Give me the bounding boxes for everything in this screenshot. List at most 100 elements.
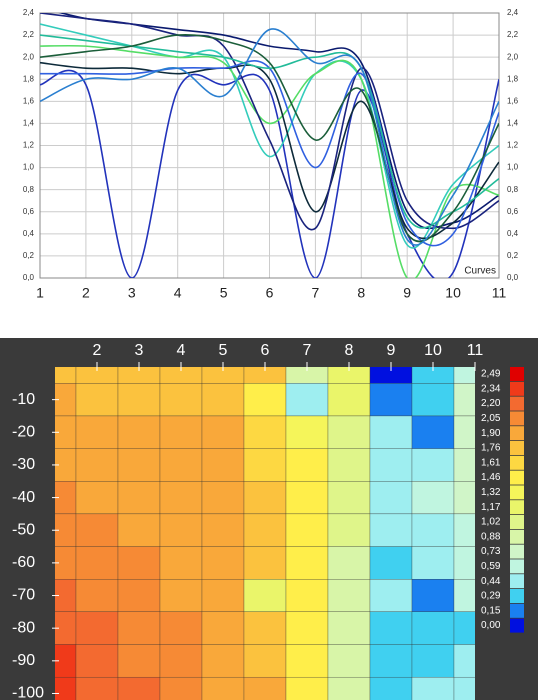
cell: [243, 676, 287, 700]
legend-label: 2,49: [481, 369, 501, 380]
x-tick-label: 3: [135, 342, 144, 359]
legend-swatch: [510, 618, 524, 633]
cell: [285, 415, 329, 449]
cell: [117, 644, 161, 678]
legend-swatch: [510, 426, 524, 441]
cell: [327, 644, 371, 678]
y2-tick-label: 0,2: [507, 251, 519, 260]
x-tick-label: 11: [492, 285, 507, 301]
y2-tick-label: 0,6: [507, 207, 519, 216]
x-tick-label: 6: [261, 342, 270, 359]
legend-label: 1,90: [481, 428, 501, 439]
series-line: [40, 60, 499, 247]
cell: [453, 367, 475, 384]
legend-swatch: [510, 603, 524, 618]
y-tick-label: 1,2: [23, 141, 35, 150]
cell: [75, 448, 119, 482]
x-tick-label: 7: [312, 285, 320, 301]
legend-swatch: [510, 441, 524, 455]
y-tick-label: 1,6: [23, 96, 35, 105]
y2-tick-label: 1,8: [507, 74, 519, 83]
y-tick-label: -20: [12, 424, 35, 441]
cell: [411, 579, 455, 613]
y-tick-label: -10: [12, 391, 35, 408]
cell: [453, 611, 475, 645]
legend-swatch: [510, 381, 524, 396]
cell: [201, 383, 245, 417]
legend-swatch: [510, 529, 524, 544]
cell: [327, 481, 371, 515]
y-tick-label: 2,4: [23, 8, 35, 17]
cell: [201, 415, 245, 449]
cell: [369, 676, 413, 700]
series-line: [40, 69, 499, 278]
cell: [75, 481, 119, 515]
cell: [201, 513, 245, 547]
cell: [411, 415, 455, 449]
x-tick-label: 8: [357, 285, 365, 301]
cell: [453, 383, 475, 417]
y2-tick-label: 2,2: [507, 30, 519, 39]
y2-tick-label: 2,0: [507, 52, 519, 61]
cell: [243, 513, 287, 547]
cell: [327, 415, 371, 449]
legend-swatch: [510, 396, 524, 411]
y2-tick-label: 1,2: [507, 141, 519, 150]
x-tick-label: 4: [177, 342, 186, 359]
y-tick-label: 0,8: [23, 185, 35, 194]
y-tick-label: -80: [12, 619, 35, 636]
legend-label: 1,02: [481, 517, 501, 528]
cell: [369, 383, 413, 417]
series-group: [40, 13, 499, 278]
cell: [243, 383, 287, 417]
cell: [117, 676, 161, 700]
cell: [369, 644, 413, 678]
y-tick-label: -40: [12, 489, 35, 506]
x-tick-label: 9: [387, 342, 396, 359]
cell: [411, 481, 455, 515]
legend-label: 1,76: [481, 443, 501, 454]
y-tick-label: 1,0: [23, 163, 35, 172]
cell: [243, 644, 287, 678]
cell: [201, 579, 245, 613]
legend-swatch: [510, 544, 524, 559]
cell: [327, 546, 371, 580]
y2-tick-label: 0,4: [507, 229, 519, 238]
cell: [201, 448, 245, 482]
cell: [285, 383, 329, 417]
legend-label: 0,88: [481, 531, 501, 542]
cell: [201, 644, 245, 678]
x-tick-label: 10: [445, 285, 461, 301]
cell: [117, 415, 161, 449]
cell: [285, 546, 329, 580]
cell: [327, 383, 371, 417]
y2-tick-label: 2,4: [507, 8, 519, 17]
x-tick-label: 10: [424, 342, 442, 359]
cell: [369, 448, 413, 482]
cell: [453, 644, 475, 678]
cell: [369, 546, 413, 580]
legend-label: 0,44: [481, 576, 501, 587]
cell: [411, 644, 455, 678]
y-tick-label: 2,0: [23, 52, 35, 61]
y-tick-label: 0,2: [23, 251, 35, 260]
cell: [369, 513, 413, 547]
x-tick-label: 9: [403, 285, 411, 301]
x-tick-label: 5: [219, 342, 228, 359]
cell: [411, 546, 455, 580]
y2-tick-label: 0,0: [507, 273, 519, 282]
legend-label: 1,61: [481, 457, 501, 468]
y-tick-label: -70: [12, 587, 35, 604]
cell: [75, 546, 119, 580]
legend-label: 0,29: [481, 591, 501, 602]
cell: [117, 611, 161, 645]
cell: [159, 676, 203, 700]
cell: [411, 448, 455, 482]
cell: [369, 611, 413, 645]
series-line: [40, 34, 499, 243]
y-tick-label: 0,6: [23, 207, 35, 216]
legend-label: 1,32: [481, 487, 501, 498]
cell: [285, 481, 329, 515]
cell: [201, 546, 245, 580]
x-tick-label: 2: [93, 342, 102, 359]
